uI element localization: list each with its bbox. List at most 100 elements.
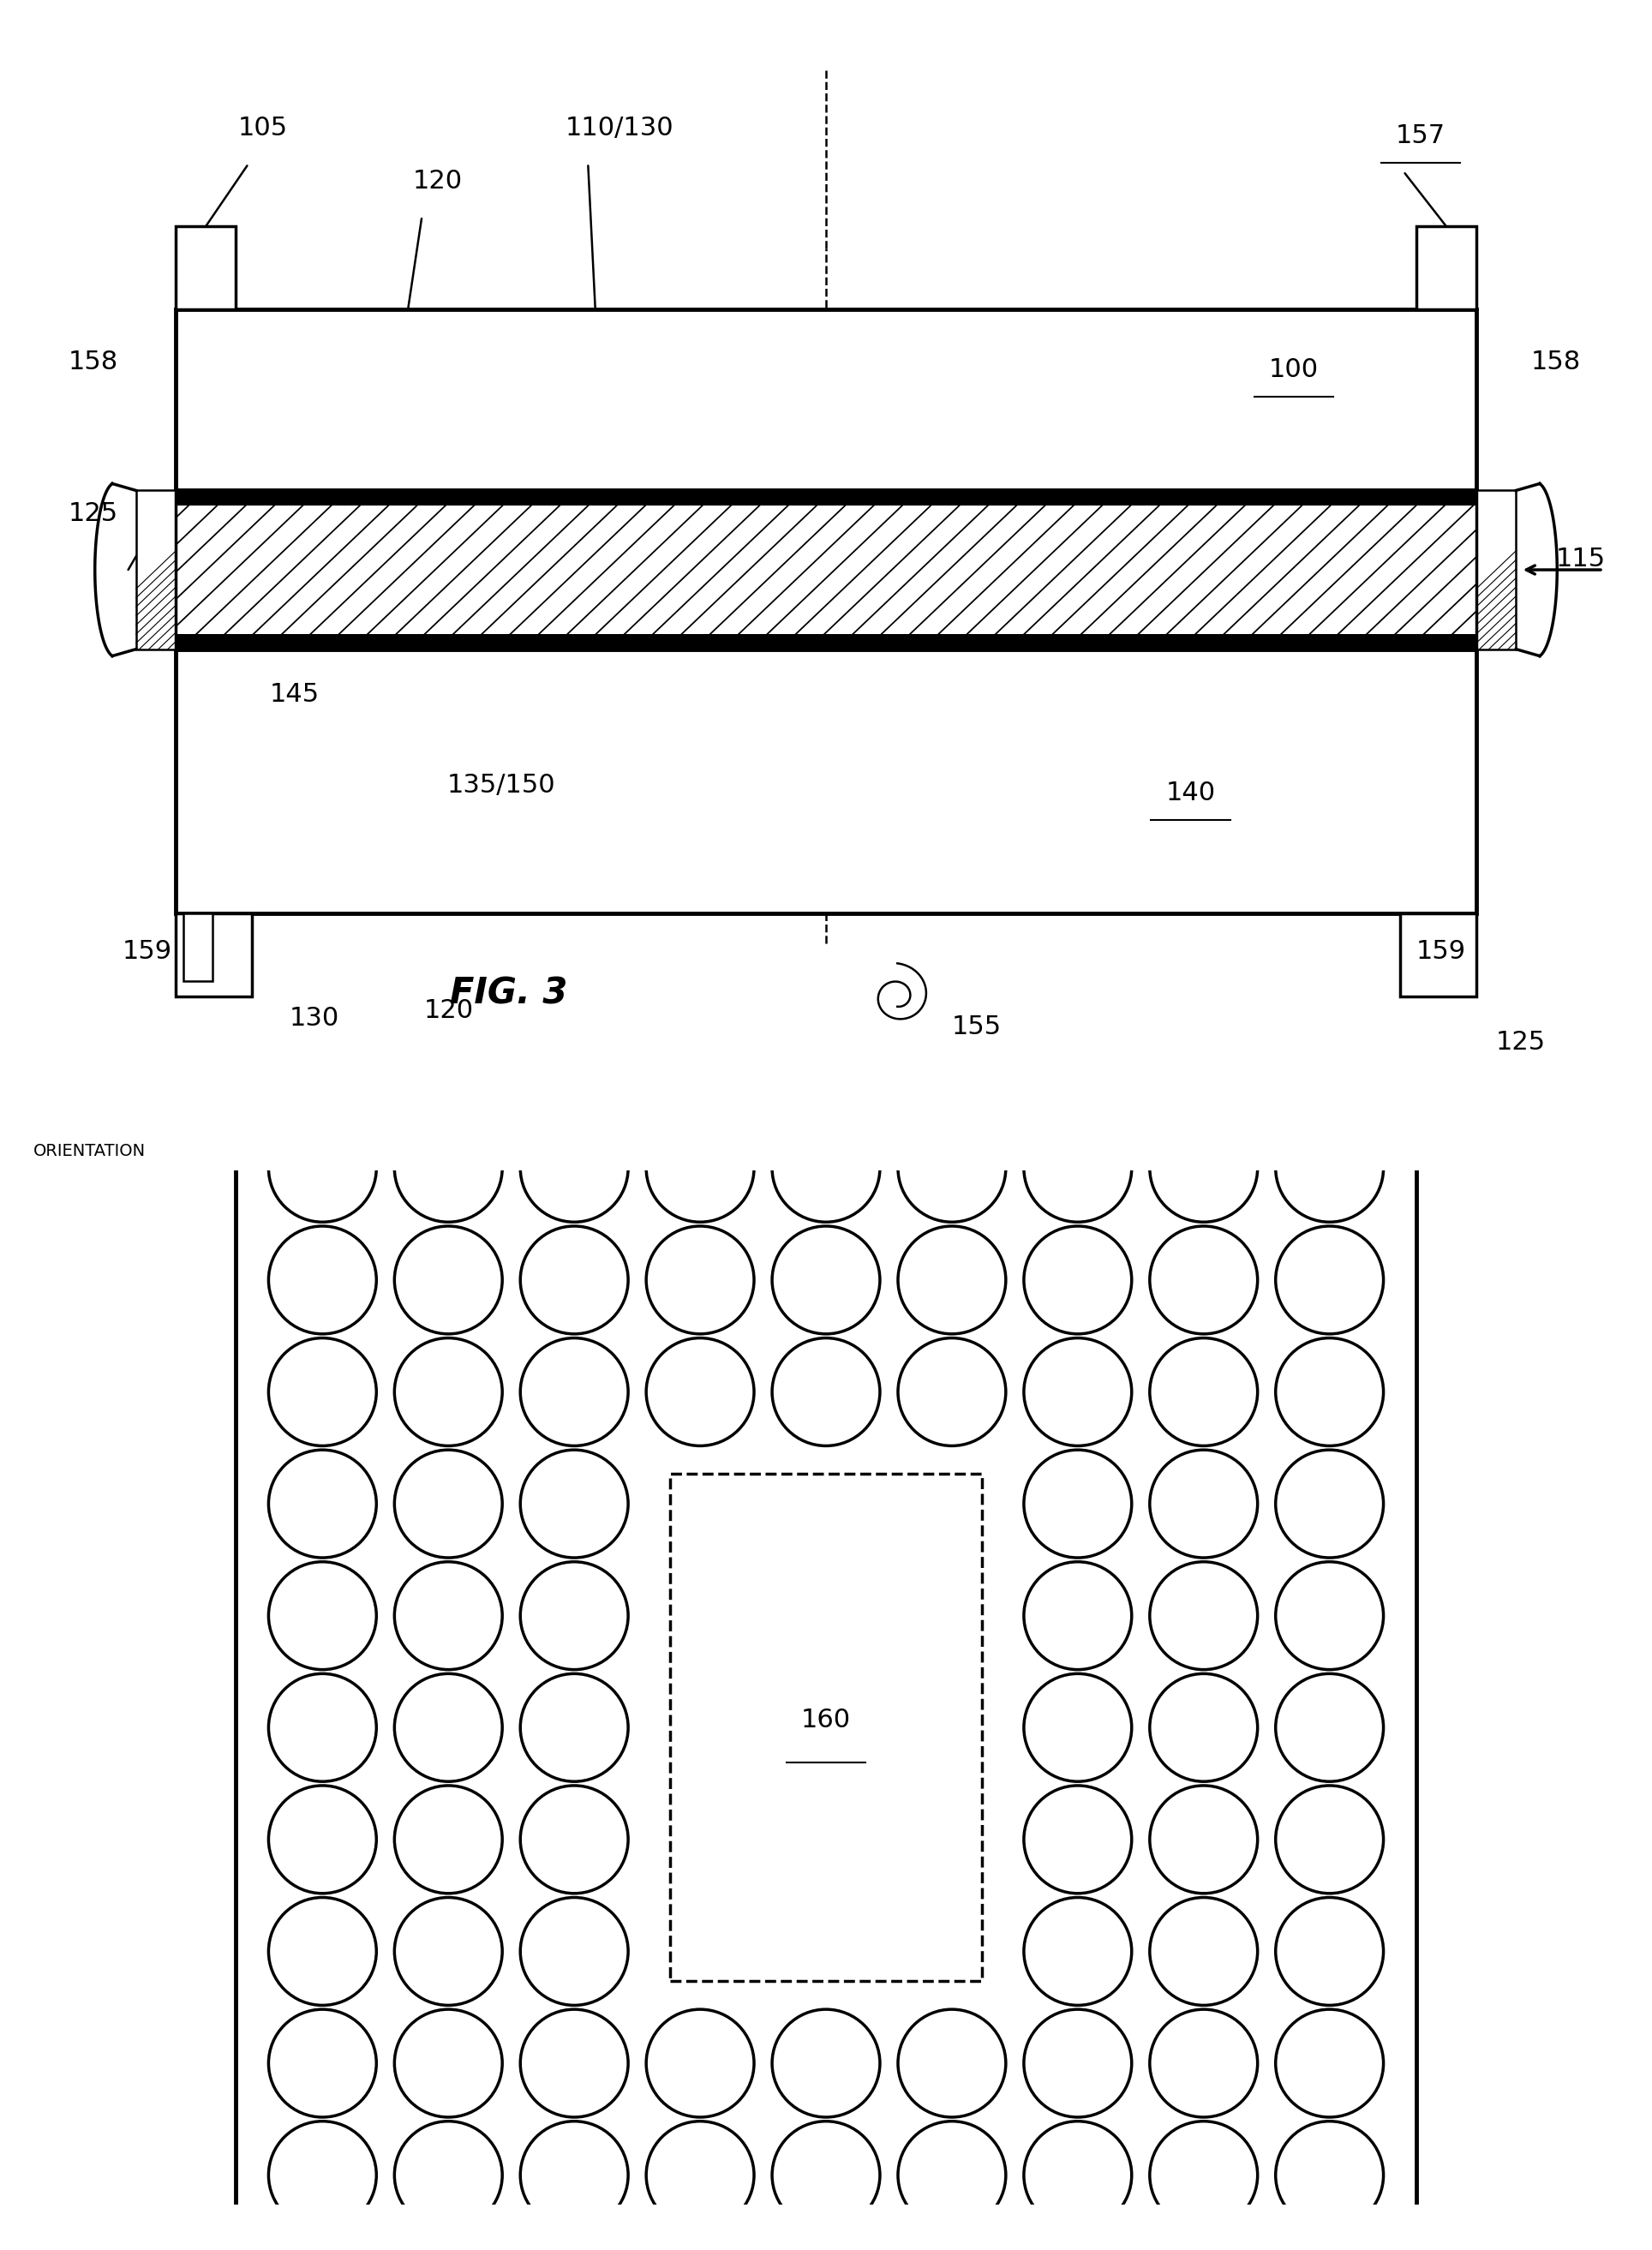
Text: 140: 140 — [1166, 781, 1216, 805]
Bar — [175, 308, 1477, 490]
Circle shape — [395, 1674, 502, 1782]
Circle shape — [395, 2009, 502, 2117]
Circle shape — [1024, 1787, 1132, 1894]
Circle shape — [1275, 1226, 1383, 1334]
Circle shape — [646, 2009, 753, 2117]
Circle shape — [520, 2009, 628, 2117]
Circle shape — [520, 1114, 628, 1222]
Circle shape — [1024, 1449, 1132, 1557]
Circle shape — [269, 1897, 377, 2005]
Circle shape — [1024, 1897, 1132, 2005]
Circle shape — [520, 1897, 628, 2005]
Bar — [175, 648, 1477, 913]
Circle shape — [395, 1897, 502, 2005]
Circle shape — [269, 1562, 377, 1670]
Circle shape — [520, 1787, 628, 1894]
Circle shape — [646, 1114, 753, 1222]
Circle shape — [1275, 1674, 1383, 1782]
Circle shape — [1150, 1449, 1257, 1557]
Text: 158: 158 — [68, 351, 119, 376]
Circle shape — [1150, 2009, 1257, 2117]
Circle shape — [1275, 2122, 1383, 2230]
Text: ORIENTATION: ORIENTATION — [33, 1143, 145, 1159]
Text: 100: 100 — [1269, 358, 1318, 382]
Circle shape — [1275, 1787, 1383, 1894]
Circle shape — [646, 2122, 753, 2230]
Bar — [1401, 914, 1477, 997]
Circle shape — [520, 2122, 628, 2230]
Circle shape — [269, 1449, 377, 1557]
Circle shape — [1024, 1114, 1132, 1222]
Circle shape — [771, 2009, 881, 2117]
Text: 157: 157 — [1396, 124, 1446, 148]
Bar — [1416, 227, 1477, 308]
Circle shape — [1150, 1226, 1257, 1334]
Circle shape — [1024, 1339, 1132, 1447]
Bar — [235, 1080, 1417, 2250]
Text: 125: 125 — [1497, 1030, 1546, 1055]
Circle shape — [1150, 2122, 1257, 2230]
Circle shape — [646, 1339, 753, 1447]
Bar — [1477, 490, 1517, 648]
Circle shape — [520, 1226, 628, 1334]
Circle shape — [1150, 1787, 1257, 1894]
Circle shape — [520, 1449, 628, 1557]
Circle shape — [1150, 1897, 1257, 2005]
Bar — [175, 490, 1477, 648]
Circle shape — [395, 1562, 502, 1670]
Circle shape — [1275, 1449, 1383, 1557]
Bar — [175, 490, 1477, 648]
Circle shape — [771, 1114, 881, 1222]
Circle shape — [899, 1114, 1006, 1222]
Text: 110/130: 110/130 — [565, 115, 674, 139]
Circle shape — [771, 2122, 881, 2230]
Circle shape — [1275, 1562, 1383, 1670]
Text: FIG. 3: FIG. 3 — [449, 976, 568, 1012]
Circle shape — [771, 1226, 881, 1334]
Circle shape — [520, 1339, 628, 1447]
Text: 159: 159 — [122, 938, 172, 963]
Circle shape — [395, 1226, 502, 1334]
Text: 160: 160 — [801, 1708, 851, 1732]
Text: 155: 155 — [952, 1015, 1001, 1040]
Circle shape — [899, 2122, 1006, 2230]
Circle shape — [269, 1339, 377, 1447]
Circle shape — [1150, 1339, 1257, 1447]
Circle shape — [269, 1787, 377, 1894]
Circle shape — [269, 1226, 377, 1334]
Bar — [175, 914, 251, 997]
Circle shape — [395, 1339, 502, 1447]
Circle shape — [646, 1226, 753, 1334]
Circle shape — [899, 1339, 1006, 1447]
Bar — [175, 490, 1477, 506]
Circle shape — [269, 1114, 377, 1222]
Circle shape — [1275, 2009, 1383, 2117]
Circle shape — [1150, 1114, 1257, 1222]
Circle shape — [395, 2122, 502, 2230]
Bar — [135, 490, 175, 648]
Bar — [671, 1474, 981, 1980]
Bar — [183, 914, 211, 981]
Circle shape — [269, 1674, 377, 1782]
Circle shape — [1024, 2122, 1132, 2230]
Circle shape — [1024, 1674, 1132, 1782]
Text: 130: 130 — [289, 1006, 340, 1030]
Circle shape — [1275, 1897, 1383, 2005]
Circle shape — [269, 2009, 377, 2117]
Text: 145: 145 — [269, 682, 319, 706]
Circle shape — [395, 1114, 502, 1222]
Circle shape — [395, 1787, 502, 1894]
Text: 120: 120 — [423, 997, 472, 1021]
Text: 105: 105 — [238, 115, 287, 139]
Circle shape — [899, 2009, 1006, 2117]
Circle shape — [269, 2122, 377, 2230]
Circle shape — [1024, 2009, 1132, 2117]
Text: 158: 158 — [1530, 351, 1581, 376]
Circle shape — [1150, 1562, 1257, 1670]
Text: 135/150: 135/150 — [446, 774, 555, 799]
Circle shape — [1024, 1226, 1132, 1334]
Circle shape — [1024, 1562, 1132, 1670]
Bar — [175, 634, 1477, 648]
Text: 125: 125 — [68, 502, 119, 526]
Text: 115: 115 — [1556, 547, 1606, 571]
